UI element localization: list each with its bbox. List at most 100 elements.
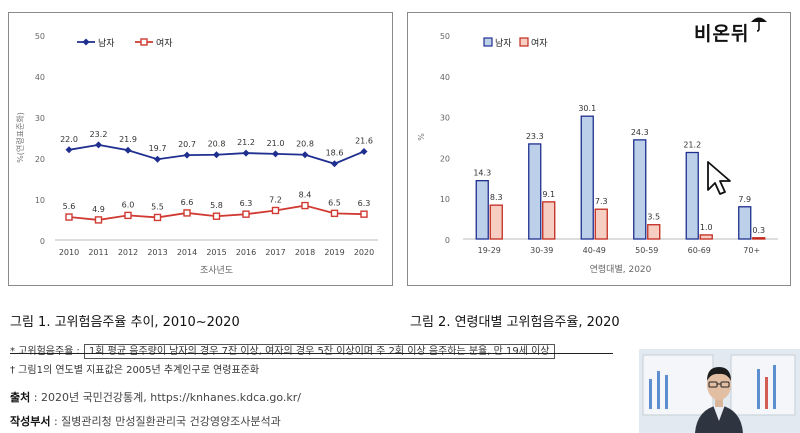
y-tick-label: 0 [40, 237, 45, 246]
y-tick-label: 40 [35, 73, 45, 82]
data-label: 7.2 [269, 195, 282, 204]
umbrella-icon [751, 17, 767, 32]
x-tick-label: 30-39 [530, 246, 553, 255]
data-label: 6.0 [122, 200, 135, 209]
data-label: 6.3 [240, 199, 253, 208]
data-point [183, 209, 191, 217]
data-label: 24.3 [631, 128, 649, 137]
bar-female [594, 208, 608, 240]
x-tick-label: 2014 [177, 248, 197, 257]
legend-swatch [483, 37, 493, 47]
data-point [65, 213, 73, 221]
data-label: 22.0 [60, 135, 78, 144]
legend-swatch [519, 37, 529, 47]
source-line: 출처 : 2020년 국민건강통계, https://knhanes.kdca.… [10, 389, 301, 405]
x-tick-label: 2019 [324, 248, 344, 257]
presenter-video [639, 349, 800, 433]
data-label: 6.5 [328, 198, 341, 207]
y-axis-title: % [417, 133, 426, 141]
data-point [331, 160, 338, 168]
definition-note: * 고위험음주율 :1회 평균 음주량이 남자의 경우 7잔 이상, 여자의 경… [10, 342, 555, 359]
x-tick-label: 50-59 [635, 246, 658, 255]
figure-2-caption: 그림 2. 연령대별 고위험음주율, 2020 [410, 315, 620, 330]
data-label: 21.0 [267, 139, 285, 148]
data-label: 21.2 [237, 138, 255, 147]
data-label: 8.4 [299, 191, 312, 200]
legend-label: 여자 [531, 37, 548, 49]
x-tick-label: 2020 [354, 248, 374, 257]
data-label: 8.3 [490, 193, 503, 202]
bar-female [647, 224, 661, 240]
data-point [124, 211, 132, 220]
data-label: 5.5 [151, 202, 164, 211]
data-label: 21.9 [119, 135, 137, 144]
bar-male [475, 180, 489, 240]
x-tick-label: 60-69 [688, 246, 711, 255]
bar-male [685, 151, 699, 240]
definition-text: 1회 평균 음주량이 남자의 경우 7잔 이상, 여자의 경우 5잔 이상이며 … [83, 344, 555, 359]
data-label: 18.6 [326, 149, 344, 158]
legend-label: 남자 [98, 38, 115, 49]
bar-male [738, 206, 752, 240]
line-chart: 0 10 20 30 40 50 2010 2011 2012 2013 2014 2015 2016 2… [16, 32, 378, 276]
data-point [95, 141, 102, 149]
data-point [65, 146, 73, 154]
data-label: 9.1 [542, 190, 555, 199]
data-label: 20.7 [178, 140, 196, 149]
legend-marker [140, 38, 148, 46]
x-tick-label: 70+ [743, 246, 760, 255]
data-point [360, 210, 368, 218]
y-tick-label: 20 [35, 155, 45, 164]
legend-label: 남자 [495, 38, 512, 49]
data-label: 6.3 [358, 199, 371, 208]
bar-female [752, 237, 766, 240]
mouse-cursor-icon [707, 161, 731, 195]
x-axis-title: 연령대별, 2020 [590, 263, 652, 275]
bar-male [528, 143, 542, 240]
figure-1-caption: 그림 1. 고위험음주율 추이, 2010~2020 [10, 315, 240, 330]
data-label: 4.9 [92, 205, 105, 214]
x-tick-label: 2016 [236, 248, 256, 257]
department-line: 작성부서 : 질병관리청 만성질환관리국 건강영양조사분석과 [10, 413, 281, 429]
data-point [242, 149, 250, 157]
legend-marker [82, 38, 90, 46]
data-point [213, 151, 220, 159]
x-tick-label: 2017 [265, 248, 285, 257]
y-tick-label: 50 [440, 32, 450, 41]
data-label: 14.3 [473, 169, 491, 178]
y-axis-title: %(연령표준화) [16, 112, 25, 163]
x-tick-label: 2010 [59, 248, 79, 257]
data-point [94, 216, 103, 224]
data-point [124, 146, 132, 154]
data-label: 21.2 [683, 141, 701, 150]
definition-term: * 고위험음주율 : [10, 346, 80, 357]
data-label: 6.6 [181, 198, 194, 207]
bar-female [489, 204, 503, 240]
data-point [330, 209, 339, 218]
x-tick-label: 19-29 [478, 246, 501, 255]
data-point [153, 213, 162, 222]
bar-female [542, 201, 556, 240]
x-tick-label: 40-49 [583, 246, 606, 255]
y-tick-label: 30 [440, 114, 450, 123]
data-point [301, 201, 309, 210]
y-tick-label: 30 [35, 114, 45, 123]
data-label: 19.7 [149, 144, 167, 153]
y-tick-label: 20 [440, 154, 450, 163]
data-point [301, 151, 309, 159]
data-label: 23.2 [90, 130, 108, 139]
data-label: 23.3 [526, 132, 544, 141]
standardization-note: † 그림1의 연도별 지표값은 2005년 추계인구로 연령표준화 [10, 365, 260, 376]
y-tick-label: 50 [35, 32, 45, 41]
presenter-image [639, 349, 800, 433]
data-label: 5.6 [63, 202, 76, 211]
data-point [272, 150, 279, 158]
bar-chart-panel: 0 10 20 30 40 50% 19-29 30-39 40-49 50-59 60-69 70+… [407, 12, 791, 286]
data-label: 20.8 [296, 140, 314, 149]
data-point [212, 212, 221, 220]
data-point [242, 210, 250, 218]
x-axis-title: 조사년도 [200, 265, 233, 276]
x-tick-label: 2012 [118, 248, 138, 257]
y-tick-label: 10 [35, 196, 45, 205]
source-text: : 2020년 국민건강통계, https://knhanes.kdca.go.… [33, 391, 301, 404]
